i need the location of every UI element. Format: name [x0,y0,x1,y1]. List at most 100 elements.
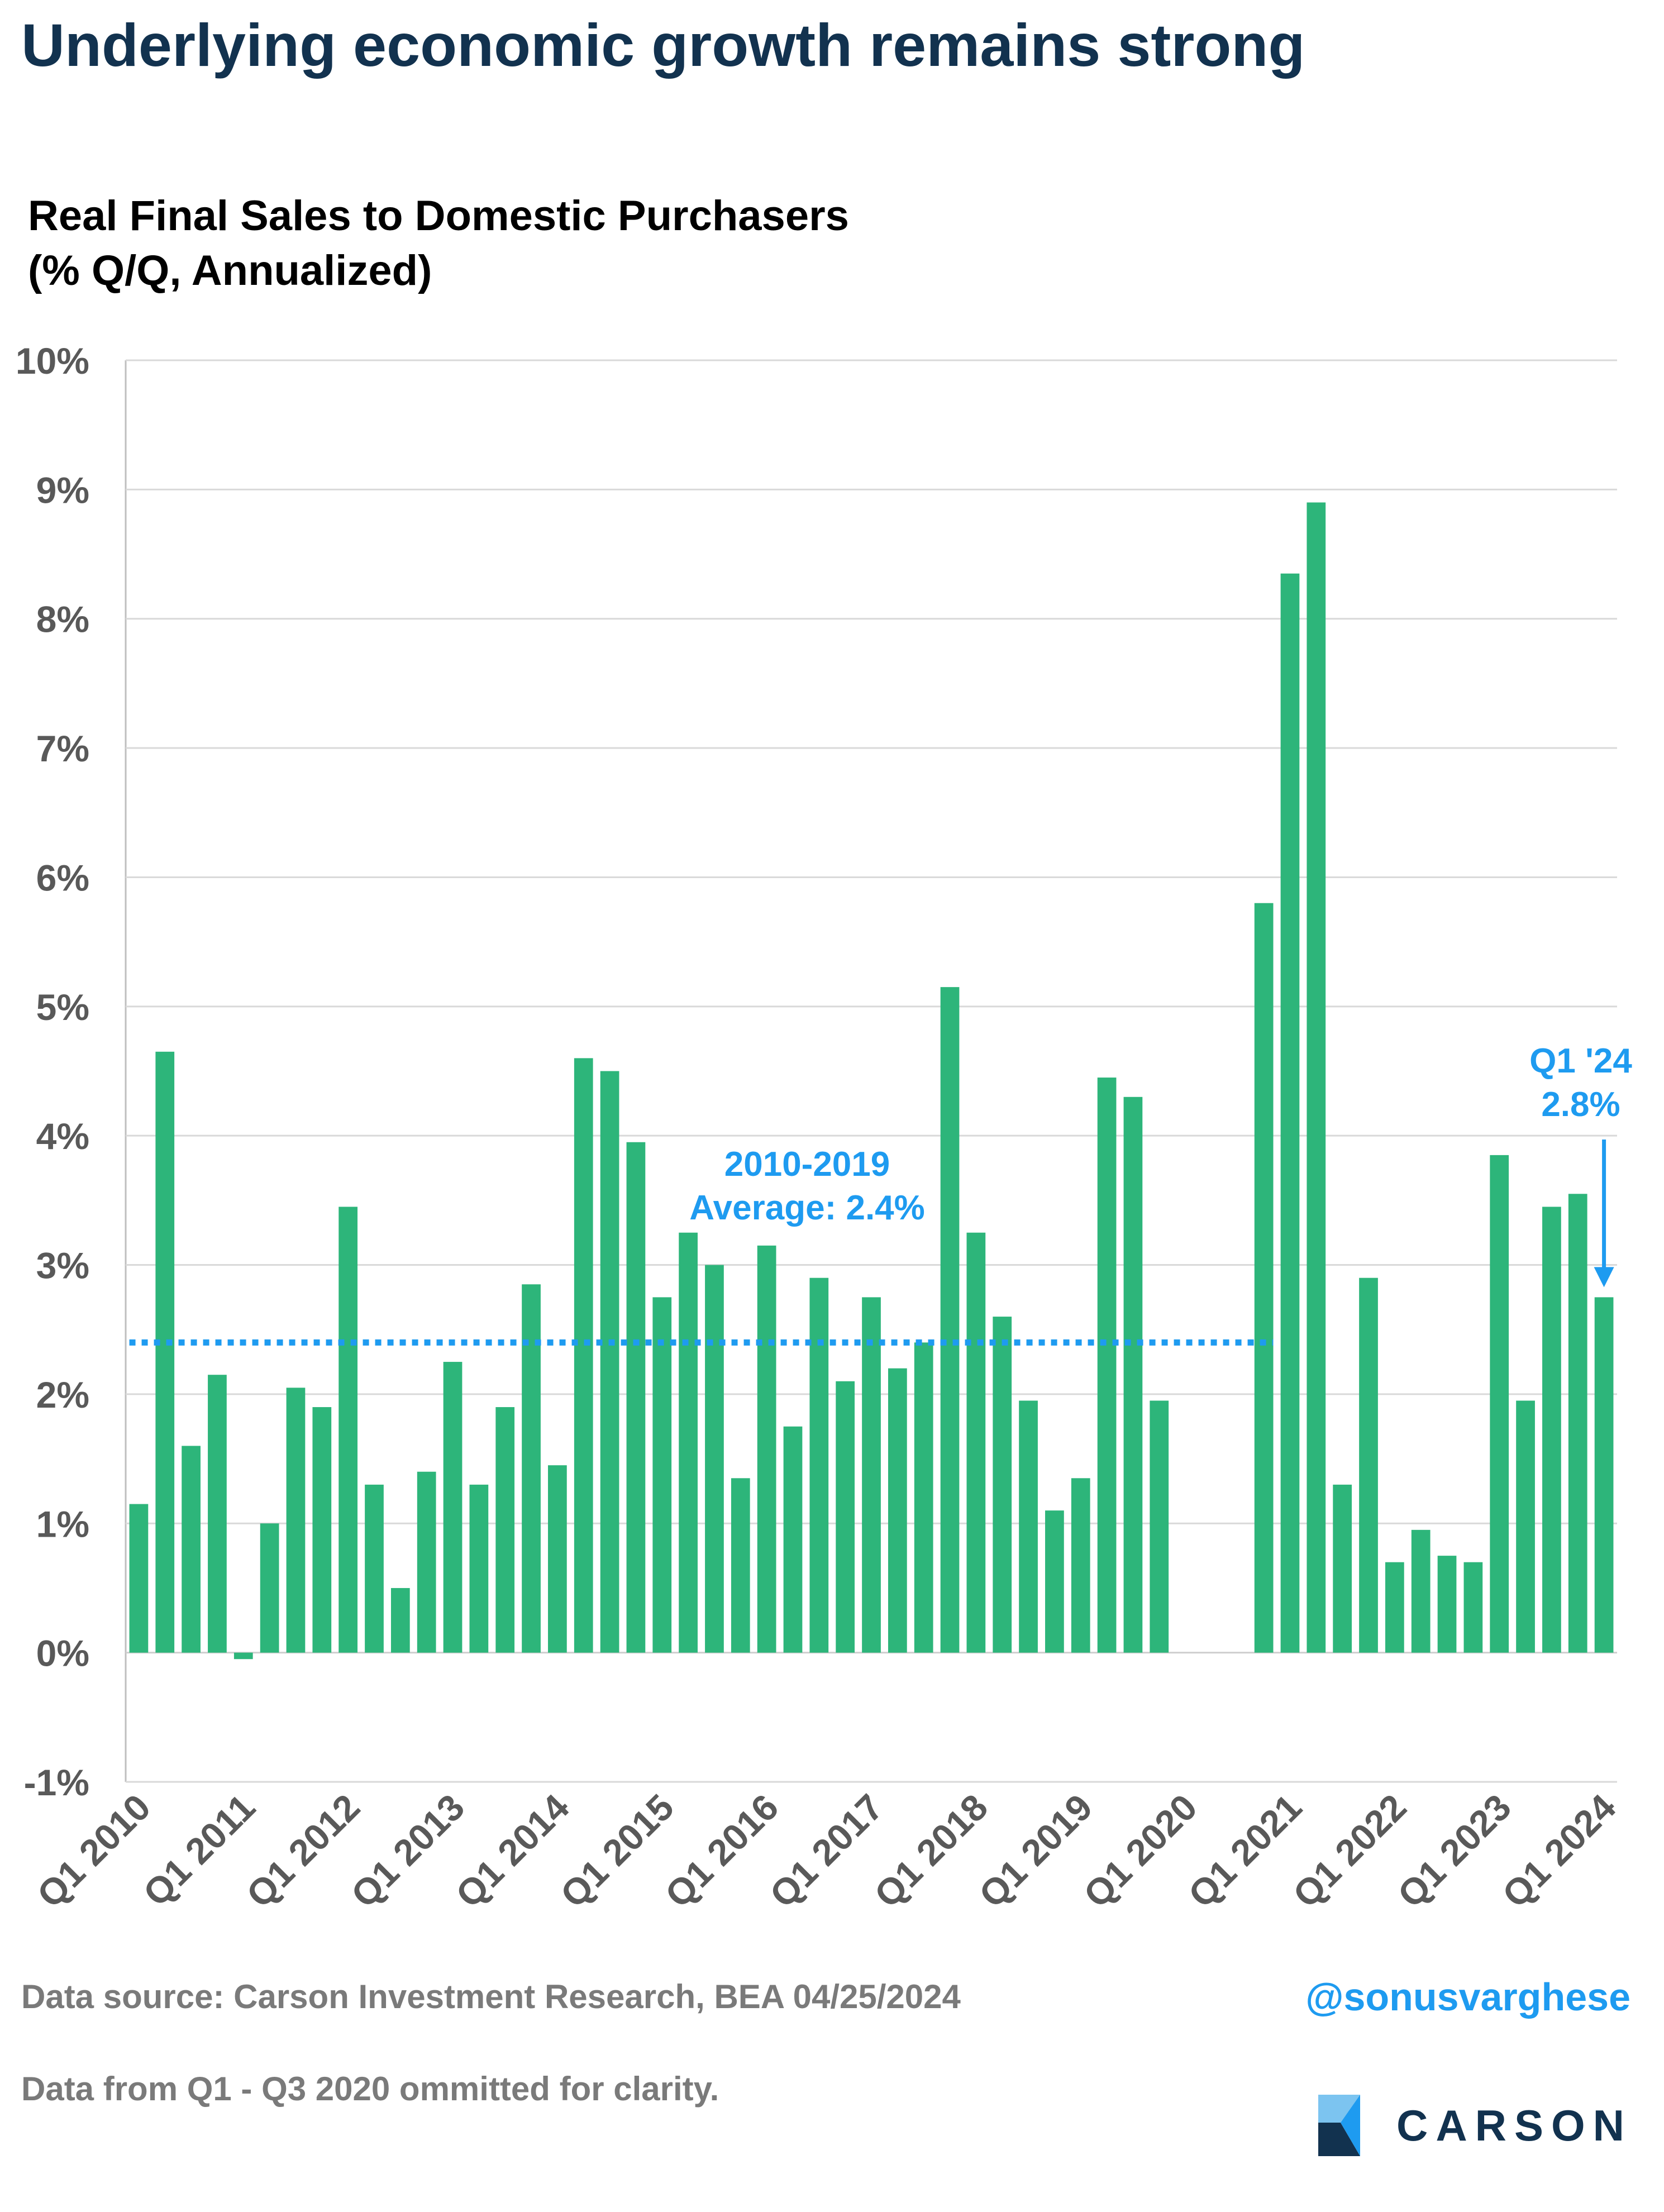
bar [914,1342,933,1653]
average-annotation-text: Average: 2.4% [689,1189,925,1227]
x-tick-label: Q1 2016 [657,1786,786,1915]
bar [522,1284,541,1653]
y-tick-label: 2% [36,1374,89,1415]
carson-logo-icon [1318,2095,1360,2156]
y-tick-label: 7% [36,728,89,769]
bar [1333,1484,1352,1653]
bar [1307,502,1326,1653]
bar [1411,1529,1431,1653]
bar [993,1317,1012,1653]
y-tick-label: 4% [36,1115,89,1157]
bar [495,1407,515,1653]
bar [1568,1194,1587,1653]
bar [1150,1400,1169,1653]
y-tick-label: 9% [36,469,89,511]
bar [1437,1556,1457,1653]
x-tick-label: Q1 2015 [552,1786,681,1915]
y-tick-label: 10% [16,340,89,382]
y-axis-ticks: -1% 0% 1% 2% 3% 4% 5% 6% 7% 8% 9% 10% [16,340,89,1803]
bars [129,502,1614,1660]
x-tick-label: Q1 2020 [1076,1786,1205,1915]
bar [312,1407,332,1653]
y-tick-label: 3% [36,1245,89,1286]
x-tick-label: Q1 2023 [1390,1786,1519,1915]
bar [1594,1297,1614,1653]
bar [443,1362,463,1653]
bar [1254,903,1274,1653]
bar [155,1051,175,1653]
x-tick-label: Q1 2011 [135,1786,263,1914]
bar [286,1388,306,1653]
chart-subtitle: (% Q/Q, Annualized) [28,247,432,294]
chart-title: Real Final Sales to Domestic Purchasers [28,192,849,240]
bar [1463,1562,1483,1653]
page-headline: Underlying economic growth remains stron… [21,11,1305,79]
x-tick-label: Q1 2012 [239,1786,368,1915]
omission-note: Data from Q1 - Q3 2020 ommitted for clar… [21,2070,719,2108]
bar [1385,1562,1404,1653]
x-tick-label: Q1 2021 [1180,1786,1309,1915]
bar [182,1446,201,1653]
y-tick-label: 8% [36,599,89,640]
bar [1359,1277,1378,1653]
bar [705,1265,724,1653]
carson-logo: CARSON [1307,2084,1642,2167]
bar [626,1142,646,1653]
bar [1490,1155,1509,1653]
bar [365,1484,384,1653]
bar [1516,1400,1535,1653]
x-tick-label: Q1 2014 [447,1786,577,1915]
bar [338,1207,358,1653]
bar [836,1381,855,1653]
x-tick-label: Q1 2022 [1285,1786,1414,1915]
annotations: 2010-2019 Average: 2.4% Q1 '24 2.8% [689,1042,1632,1288]
x-tick-label: Q1 2019 [971,1786,1100,1915]
bar [1045,1510,1064,1653]
bar [966,1232,986,1653]
bar [1280,573,1300,1653]
bar [679,1232,698,1653]
bar [940,987,960,1653]
y-tick-label: 5% [36,986,89,1028]
bar [1542,1207,1561,1653]
y-tick-label: 1% [36,1503,89,1544]
bar [208,1375,227,1653]
brand-name: CARSON [1396,2101,1633,2150]
data-source-note: Data source: Carson Investment Research,… [21,1978,961,2015]
bar [469,1484,489,1653]
bar [888,1368,907,1653]
bar [233,1652,253,1660]
x-tick-label: Q1 2018 [866,1786,995,1915]
bar [260,1523,279,1653]
y-tick-label: -1% [24,1762,89,1803]
x-tick-label: Q1 2010 [29,1786,158,1915]
chart-title-block: Real Final Sales to Domestic Purchasers … [28,189,849,298]
bar [1123,1097,1143,1653]
annotation-arrow-head [1594,1267,1614,1288]
y-tick-label: 0% [36,1633,89,1674]
x-tick-label: Q1 2013 [343,1786,472,1915]
bar [652,1297,672,1653]
bar [417,1471,436,1653]
x-tick-label: Q1 2017 [762,1786,891,1915]
bar [600,1071,619,1653]
latest-annotation-text: Q1 '24 [1529,1042,1632,1080]
bar [390,1588,410,1653]
bar [1097,1078,1117,1653]
bar [1071,1478,1090,1653]
bar [574,1058,593,1653]
bar [731,1478,750,1653]
bar [809,1277,829,1653]
y-tick-label: 6% [36,857,89,898]
bar [1019,1400,1038,1653]
average-annotation-text: 2010-2019 [724,1145,890,1184]
bar [757,1245,776,1653]
bar [129,1504,149,1653]
author-handle: @sonusvarghese [1305,1975,1630,2019]
latest-annotation-text: 2.8% [1541,1085,1620,1124]
x-tick-label: Q1 2024 [1494,1786,1624,1915]
bar [862,1297,881,1653]
bar [548,1465,567,1653]
